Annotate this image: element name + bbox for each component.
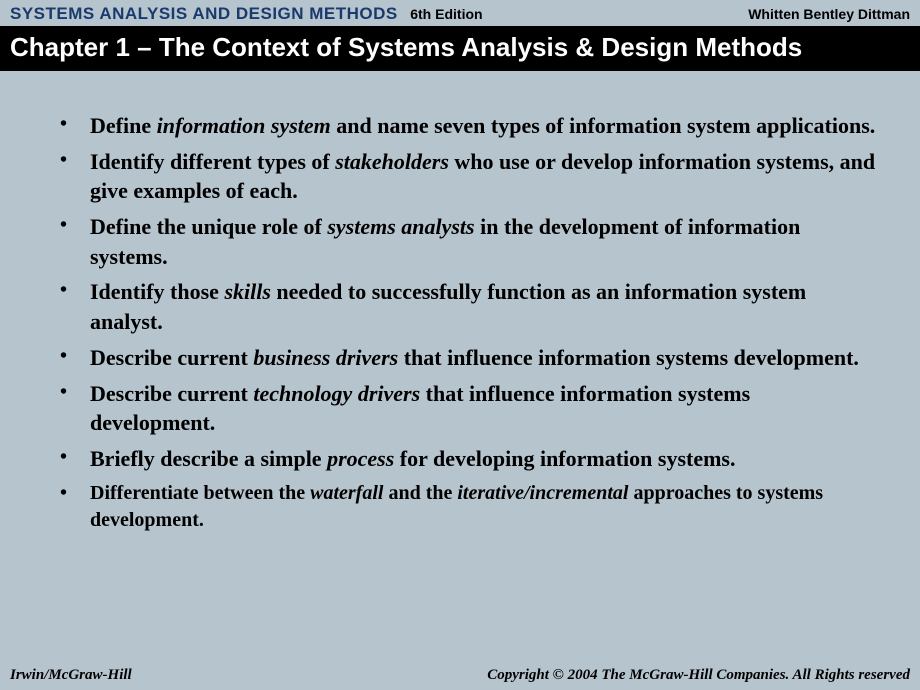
objective-item: Identify different types of stakeholders… — [50, 147, 880, 206]
objective-item: Briefly describe a simple process for de… — [50, 444, 880, 474]
objective-em: business drivers — [253, 345, 398, 370]
objective-em: process — [327, 446, 394, 471]
objective-em2: iterative/incremental — [457, 482, 628, 504]
header-left: SYSTEMS ANALYSIS AND DESIGN METHODS 6th … — [10, 4, 483, 24]
objective-text-pre: Identify those — [90, 279, 224, 304]
objective-text-post: and name seven types of information syst… — [331, 113, 876, 138]
objective-text-pre: Differentiate between the — [90, 482, 310, 504]
footer: Irwin/McGraw-Hill Copyright © 2004 The M… — [0, 667, 920, 684]
objective-em: stakeholders — [335, 149, 449, 174]
objective-em: technology drivers — [253, 381, 420, 406]
objective-text-post: that influence information systems devel… — [398, 345, 859, 370]
content-area: Define information system and name seven… — [0, 71, 920, 534]
objective-text-post: for developing information systems. — [394, 446, 735, 471]
footer-copyright: Copyright © 2004 The McGraw-Hill Compani… — [487, 667, 910, 684]
objectives-list: Define information system and name seven… — [50, 111, 880, 534]
objective-text-pre: Briefly describe a simple — [90, 446, 327, 471]
chapter-title-bar: Chapter 1 – The Context of Systems Analy… — [0, 26, 920, 71]
objective-item: Identify those skills needed to successf… — [50, 277, 880, 336]
objective-text-pre: Describe current — [90, 381, 253, 406]
objective-text-pre: Identify different types of — [90, 149, 335, 174]
objective-em: skills — [224, 279, 270, 304]
objective-text-pre: Define — [90, 113, 157, 138]
authors: Whitten Bentley Dittman — [748, 6, 910, 22]
objective-em: systems analysts — [327, 214, 474, 239]
objective-em: information system — [157, 113, 331, 138]
header-row: SYSTEMS ANALYSIS AND DESIGN METHODS 6th … — [0, 0, 920, 26]
book-title: SYSTEMS ANALYSIS AND DESIGN METHODS — [10, 4, 398, 23]
objective-item: Describe current technology drivers that… — [50, 379, 880, 438]
footer-publisher: Irwin/McGraw-Hill — [10, 667, 132, 684]
objective-em: waterfall — [310, 482, 383, 504]
objective-item: Define information system and name seven… — [50, 111, 880, 141]
objective-item: Differentiate between the waterfall and … — [50, 480, 880, 534]
objective-item: Describe current business drivers that i… — [50, 343, 880, 373]
objective-text-mid: and the — [383, 482, 457, 504]
objective-item: Define the unique role of systems analys… — [50, 212, 880, 271]
edition-label: 6th Edition — [410, 6, 482, 22]
objective-text-pre: Define the unique role of — [90, 214, 327, 239]
objective-text-pre: Describe current — [90, 345, 253, 370]
